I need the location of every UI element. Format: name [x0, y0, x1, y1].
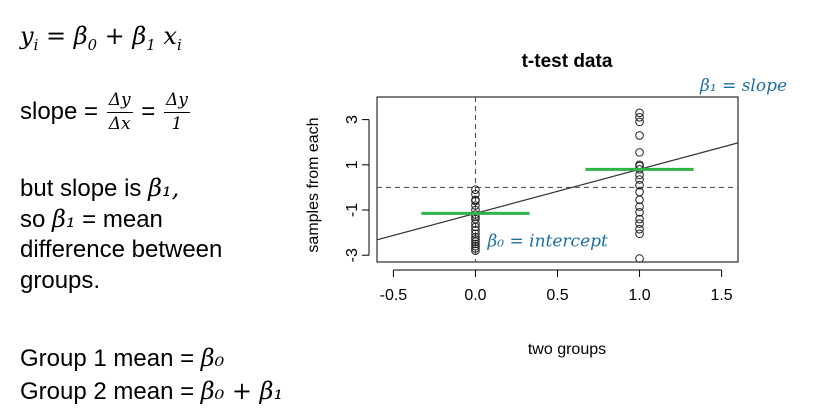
intercept-annotation: β₀ = intercept: [486, 231, 608, 251]
x-tick-label: 0.0: [464, 287, 486, 304]
group0-data-point: [471, 232, 480, 242]
group0-data-point: [471, 241, 480, 251]
x-axis-label: two groups: [528, 341, 606, 358]
group1-data-point: [635, 148, 644, 157]
group1-data-point: [635, 180, 644, 190]
group1-data-point: [635, 195, 644, 205]
x-tick-label: -0.5: [380, 287, 408, 304]
group0-data-point: [471, 201, 480, 210]
group1-data-point: [635, 224, 644, 234]
y-tick-label: 3: [344, 115, 361, 124]
slope-fraction2-numerator: Δy: [163, 92, 190, 113]
model-equation-text: yi = β0 + β1 xi: [20, 22, 182, 54]
slope-label: slope: [20, 97, 78, 125]
beta1-symbol: β₁: [52, 205, 76, 233]
slope-fraction-dy-dx: Δy Δx: [106, 92, 133, 134]
group0-data-point: [471, 246, 480, 255]
group1-data-point: [635, 175, 644, 184]
group1-data-point: [635, 207, 644, 217]
chart-title: t-test data: [522, 51, 613, 72]
y-tick-label: -3: [344, 248, 361, 262]
group0-data-point: [471, 244, 480, 253]
y-tick-label: 1: [344, 160, 361, 169]
model-equation: yi = β0 + β1 xi: [20, 22, 182, 54]
y-tick-label: -1: [344, 203, 361, 217]
beta0-symbol: β₀: [200, 344, 225, 372]
group0-data-point: [471, 189, 480, 199]
group0-data-point: [471, 222, 480, 232]
group0-data-point: [471, 196, 480, 206]
slope-equation: slope = Δy Δx = Δy 1: [20, 90, 190, 134]
group1-data-point: [635, 214, 644, 224]
explanation-line-4: groups.: [20, 267, 101, 294]
group1-data-point: [635, 229, 644, 239]
group1-data-point: [635, 219, 644, 228]
beta-sum-symbol: β₀ + β₁: [200, 377, 284, 405]
group0-data-point: [471, 185, 480, 194]
group1-data-point: [635, 254, 644, 263]
slope-annotation: β₁ = slope: [699, 76, 787, 96]
group1-data-point: [635, 170, 644, 180]
group0-data-point: [471, 235, 480, 244]
x-tick-label: 0.5: [546, 287, 568, 304]
slope-fraction-numerator: Δy: [106, 92, 133, 113]
group1-data-point: [635, 113, 644, 122]
x-tick-label: 1.0: [628, 287, 650, 304]
group1-data-point: [635, 108, 644, 118]
group0-data-point: [471, 219, 480, 228]
slope-fraction-denominator: Δx: [108, 114, 131, 134]
group0-data-point: [471, 226, 480, 235]
group1-mean-line: Group 1 mean = β₀: [20, 344, 225, 372]
explanation-line-3: difference between: [20, 236, 223, 263]
explanation-line-2: so β₁ = mean: [20, 205, 163, 233]
slope-fraction-dy-1: Δy 1: [163, 92, 190, 134]
group0-data-point: [471, 239, 480, 249]
group0-data-point: [471, 237, 480, 246]
explanation-line-1: but slope is β₁,: [20, 174, 180, 202]
x-tick-label: 1.5: [710, 287, 732, 304]
plot-frame: [376, 96, 739, 263]
regression-line: [376, 142, 739, 241]
group2-mean-line: Group 2 mean = β₀ + β₁: [20, 377, 284, 405]
slope-fraction2-denominator: 1: [171, 114, 183, 134]
group1-data-point: [635, 202, 644, 211]
y-axis-label: samples from each: [305, 117, 322, 252]
group1-data-point: [635, 131, 644, 140]
group1-data-point: [635, 117, 644, 127]
beta1-symbol: β₁,: [148, 174, 180, 202]
